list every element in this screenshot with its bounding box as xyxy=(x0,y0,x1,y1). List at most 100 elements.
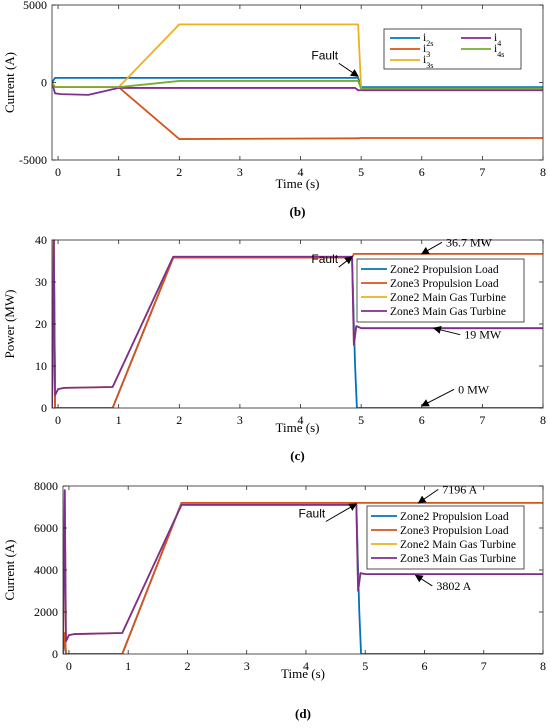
legend-label: i3s xyxy=(423,54,433,70)
series-line xyxy=(52,82,543,96)
panel-label: (d) xyxy=(295,706,311,721)
annotation-label: 0 MW xyxy=(458,382,490,396)
x-tick-label: 6 xyxy=(421,659,427,673)
series-group xyxy=(52,23,543,140)
legend-label: Zone3 Propulsion Load xyxy=(390,278,499,290)
annotation-label: 7196 A xyxy=(442,482,477,496)
legend-label: Zone2 Propulsion Load xyxy=(390,264,499,276)
legend-label: Zone2 Main Gas Turbine xyxy=(400,539,516,551)
y-tick-label: -5000 xyxy=(19,153,47,167)
x-tick-label: 3 xyxy=(237,165,243,179)
y-tick-label: 4000 xyxy=(34,563,58,577)
annotation-label: 36.7 MW xyxy=(446,235,493,249)
annotation-arrow xyxy=(338,62,359,77)
y-tick-label: 30 xyxy=(35,275,47,289)
x-tick-label: 1 xyxy=(116,413,122,427)
legend-label-base: i xyxy=(423,32,426,44)
annotation-arrow xyxy=(420,241,443,255)
annotation-label: Fault xyxy=(311,252,338,266)
x-axis-label: Time (s) xyxy=(281,666,325,681)
annotation-arrow xyxy=(432,325,461,336)
y-axis-label: Current (A) xyxy=(2,539,17,600)
y-tick-label: 0 xyxy=(41,76,47,90)
y-tick-label: 0 xyxy=(52,647,58,661)
annotation-arrow xyxy=(325,503,358,522)
x-tick-label: 3 xyxy=(237,413,243,427)
x-tick-label: 5 xyxy=(362,659,368,673)
legend-label: Zone3 Main Gas Turbine xyxy=(390,306,506,318)
x-tick-label: 5 xyxy=(358,165,364,179)
x-tick-label: 0 xyxy=(66,659,72,673)
x-tick-label: 0 xyxy=(55,165,61,179)
legend-label: i4s xyxy=(494,43,504,59)
legend-label: Zone2 Main Gas Turbine xyxy=(390,292,506,304)
annotation-arrow xyxy=(414,574,433,587)
series-line xyxy=(52,80,543,90)
x-tick-label: 8 xyxy=(540,659,546,673)
panel-label: (b) xyxy=(290,204,306,219)
y-axis-label: Current (A) xyxy=(2,52,17,113)
x-tick-label: 5 xyxy=(358,413,364,427)
annotation-label: 19 MW xyxy=(464,328,502,342)
x-tick-label: 7 xyxy=(481,659,487,673)
chart-panel: 0 1 2 3 4 5 6 7 8 0 10 20 30 40 Time (s) Power (MW) (c) 3… xyxy=(2,233,546,463)
annotation-arrow xyxy=(338,256,353,268)
chart-panel: 0 1 2 3 4 5 6 7 8 0 2000 4000 6000 8000 Time (s) Curren… xyxy=(2,479,546,721)
y-tick-label: 20 xyxy=(35,317,47,331)
y-axis-label: Power (MW) xyxy=(2,290,17,359)
legend-label-base: i xyxy=(494,43,497,55)
x-tick-label: 1 xyxy=(125,659,131,673)
legend-label-subscript: 3 xyxy=(426,50,430,59)
legend: Zone2 Propulsion Load Zone3 Propulsion Lo… xyxy=(366,505,525,570)
x-tick-label: 7 xyxy=(479,413,485,427)
x-tick-label: 4 xyxy=(298,165,304,179)
y-tick-label: 8000 xyxy=(34,479,58,493)
axes-box xyxy=(51,4,544,161)
y-tick-label: 40 xyxy=(35,233,47,247)
annotation-label: Fault xyxy=(311,48,338,62)
x-tick-label: 0 xyxy=(55,413,61,427)
annotation-label: 3802 A xyxy=(436,579,471,593)
x-tick-label: 2 xyxy=(176,413,182,427)
x-tick-label: 2 xyxy=(184,659,190,673)
x-tick-label: 7 xyxy=(479,165,485,179)
y-tick-label: 2000 xyxy=(34,605,58,619)
x-tick-label: 4 xyxy=(298,413,304,427)
x-tick-label: 6 xyxy=(419,413,425,427)
legend-label: Zone3 Propulsion Load xyxy=(400,525,509,537)
y-tick-label: 6000 xyxy=(34,521,58,535)
legend-label: Zone2 Propulsion Load xyxy=(400,511,509,523)
x-axis-label: Time (s) xyxy=(276,176,320,191)
y-tick-label: 10 xyxy=(35,359,47,373)
series-line xyxy=(63,489,543,654)
annotation-label: Fault xyxy=(299,507,326,521)
chart-panel: 0 1 2 3 4 5 6 7 8 -5000 0 5000 Time (s) Current (A) (b… xyxy=(2,0,546,219)
y-tick-label: 5000 xyxy=(23,0,47,12)
legend-label-subscript: 4s xyxy=(497,50,504,59)
legend-label-subscript: 4 xyxy=(497,39,501,48)
series-line xyxy=(52,240,543,408)
legend-label: i2s xyxy=(423,32,433,48)
x-tick-label: 6 xyxy=(419,165,425,179)
x-tick-label: 4 xyxy=(303,659,309,673)
legend-label-base: i xyxy=(423,54,426,66)
legend-label-base: i xyxy=(423,43,426,55)
x-axis-label: Time (s) xyxy=(276,420,320,435)
series-group xyxy=(63,489,543,654)
x-tick-label: 2 xyxy=(176,165,182,179)
legend-label: i4 xyxy=(494,32,501,48)
x-tick-label: 3 xyxy=(244,659,250,673)
legend-label-subscript: 3s xyxy=(426,61,433,70)
annotation-arrow xyxy=(417,488,439,504)
annotation-arrow xyxy=(420,388,455,407)
y-tick-label: 0 xyxy=(41,401,47,415)
legend-label-subscript: 2s xyxy=(426,39,433,48)
panel-label: (c) xyxy=(290,448,304,463)
legend-label-base: i xyxy=(494,32,497,44)
x-tick-label: 8 xyxy=(540,413,546,427)
x-tick-label: 8 xyxy=(540,165,546,179)
legend: Zone2 Propulsion Load Zone3 Propulsion Lo… xyxy=(356,258,525,323)
x-tick-label: 1 xyxy=(116,165,122,179)
